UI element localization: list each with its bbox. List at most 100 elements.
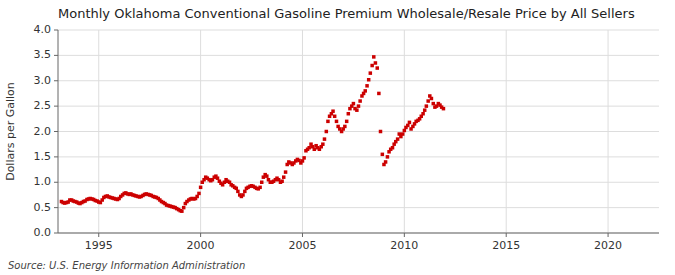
x-tick-label: 2005: [288, 239, 316, 252]
y-grid-line: [58, 207, 659, 208]
point: [199, 186, 203, 190]
y-axis-line: [58, 30, 59, 233]
y-grid-line: [58, 156, 659, 157]
x-tick-label: 1995: [85, 239, 113, 252]
point: [347, 112, 351, 116]
y-grid-line: [58, 182, 659, 183]
x-tick: [404, 233, 405, 237]
point: [323, 137, 327, 141]
point: [352, 102, 356, 106]
point: [406, 124, 410, 128]
point: [260, 181, 264, 185]
point: [325, 130, 329, 134]
point: [335, 120, 339, 124]
point: [180, 209, 184, 213]
y-tick: [54, 106, 58, 107]
y-tick: [54, 182, 58, 183]
point: [369, 71, 373, 75]
y-tick: [54, 55, 58, 56]
y-tick: [54, 233, 58, 234]
y-tick-label: 3.0: [34, 74, 52, 87]
y-tick: [54, 80, 58, 81]
point: [235, 187, 239, 191]
y-tick-label: 0.0: [34, 226, 52, 239]
point: [345, 120, 349, 124]
x-grid-line: [608, 30, 609, 233]
point: [343, 125, 347, 129]
point: [197, 192, 201, 196]
point: [430, 97, 434, 101]
point: [374, 61, 378, 65]
point: [258, 186, 262, 190]
x-tick: [200, 233, 201, 237]
points: [60, 55, 445, 213]
point: [357, 104, 361, 108]
y-grid-line: [58, 131, 659, 132]
point: [307, 146, 311, 150]
point: [280, 179, 284, 183]
point: [403, 129, 407, 133]
point: [425, 104, 429, 108]
x-axis-line: [58, 233, 659, 234]
x-tick: [98, 233, 99, 237]
point: [365, 84, 369, 88]
point: [321, 142, 325, 146]
y-tick: [54, 156, 58, 157]
grid: [58, 30, 659, 233]
x-tick: [302, 233, 303, 237]
point: [358, 99, 362, 103]
point: [265, 174, 269, 178]
x-grid-line: [302, 30, 303, 233]
x-tick-label: 2000: [187, 239, 215, 252]
y-tick: [54, 131, 58, 132]
point: [370, 64, 374, 68]
point: [372, 55, 376, 59]
y-tick-label: 1.0: [34, 175, 52, 188]
point: [216, 176, 220, 180]
y-tick-label: 2.5: [34, 99, 52, 112]
y-tick-label: 0.5: [34, 201, 52, 214]
point: [408, 121, 412, 125]
point: [423, 108, 427, 112]
point: [367, 78, 371, 82]
point: [377, 92, 381, 96]
point: [375, 66, 379, 70]
point: [182, 206, 186, 210]
point: [421, 112, 425, 116]
x-tick-label: 2010: [390, 239, 418, 252]
point: [302, 156, 306, 160]
point: [331, 109, 335, 113]
point: [442, 107, 446, 111]
y-axis-label: Dollars per Gallon: [4, 82, 17, 181]
point: [333, 115, 337, 119]
point: [282, 175, 286, 179]
x-tick-label: 2015: [492, 239, 520, 252]
x-tick-label: 2020: [594, 239, 622, 252]
x-tick: [506, 233, 507, 237]
point: [301, 159, 305, 163]
x-grid-line: [200, 30, 201, 233]
point: [384, 160, 388, 164]
point: [313, 148, 317, 152]
point: [355, 108, 359, 112]
y-grid-line: [58, 30, 659, 31]
point: [386, 155, 390, 159]
point: [391, 146, 395, 150]
point: [432, 102, 436, 106]
point: [379, 130, 383, 134]
point: [363, 89, 367, 93]
point: [326, 120, 330, 124]
point: [236, 190, 240, 194]
point: [243, 190, 247, 194]
y-tick: [54, 30, 58, 31]
title: Monthly Oklahoma Conventional Gasoline P…: [58, 6, 635, 21]
x-grid-line: [506, 30, 507, 233]
y-tick-label: 1.5: [34, 150, 52, 163]
chart: 0.00.51.01.52.02.53.03.54.01995200020052…: [0, 0, 675, 275]
x-tick: [608, 233, 609, 237]
point: [401, 132, 405, 136]
axes: 0.00.51.01.52.02.53.03.54.01995200020052…: [34, 23, 660, 252]
point: [241, 193, 245, 197]
point: [396, 137, 400, 141]
point: [381, 153, 385, 157]
